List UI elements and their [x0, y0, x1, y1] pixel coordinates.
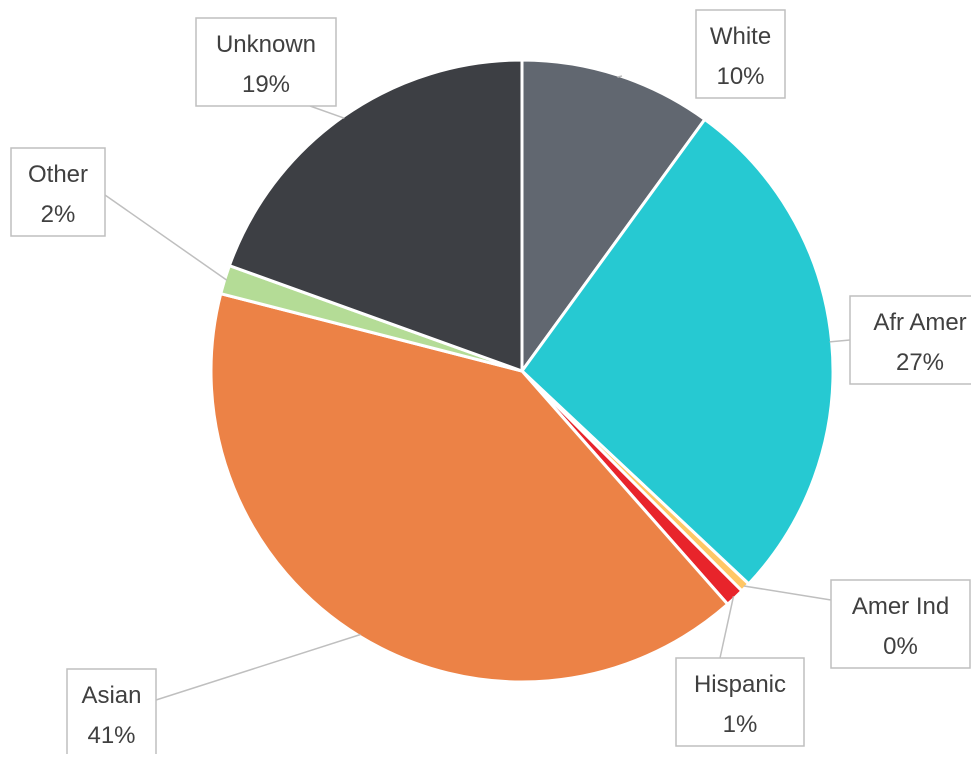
data-label-percent-hispanic: 1%	[723, 711, 758, 738]
leader-line-unknown	[309, 105, 345, 119]
pie-slice-unknown	[227, 58, 524, 373]
data-label-box-hispanic	[675, 657, 805, 747]
pie-slice-asian	[209, 292, 730, 684]
leader-line-other	[104, 194, 228, 281]
data-label-category-other: Other	[28, 161, 88, 188]
leader-line-hispanic	[719, 596, 735, 659]
data-labels-layer: White 10% Afr Amer 27% Amer Ind 0% Hispanic 1% A…	[10, 9, 971, 758]
data-label-percent-unknown: 19%	[242, 71, 290, 98]
leader-line-asian	[155, 633, 361, 701]
data-label-percent-asian: 41%	[87, 722, 135, 749]
data-label-percent-white: 10%	[716, 63, 764, 90]
slices-layer	[209, 58, 835, 684]
data-label-category-unknown: Unknown	[216, 31, 316, 58]
leader-line-amer-ind	[743, 585, 832, 601]
data-label-box-white	[695, 9, 786, 99]
data-label-box-afr-amer	[849, 295, 971, 385]
data-label-percent-afr-amer: 27%	[896, 349, 944, 376]
leader-line-afr-amer	[829, 339, 851, 343]
pie-slice-white	[520, 58, 707, 373]
data-label-category-hispanic: Hispanic	[694, 671, 786, 698]
data-label-percent-amer-ind: 0%	[883, 633, 918, 660]
data-label-category-white: White	[710, 23, 771, 50]
data-label-box-unknown	[195, 17, 337, 107]
data-label-box-other	[10, 147, 106, 237]
data-label-category-afr-amer: Afr Amer	[873, 309, 966, 336]
leader-line-white	[617, 75, 623, 78]
data-label-box-asian	[66, 668, 157, 758]
data-label-category-asian: Asian	[81, 682, 141, 709]
leader-lines-layer	[104, 75, 851, 701]
data-label-category-amer-ind: Amer Ind	[852, 593, 949, 620]
data-label-percent-other: 2%	[41, 201, 76, 228]
data-label-box-amer-ind	[830, 579, 971, 669]
